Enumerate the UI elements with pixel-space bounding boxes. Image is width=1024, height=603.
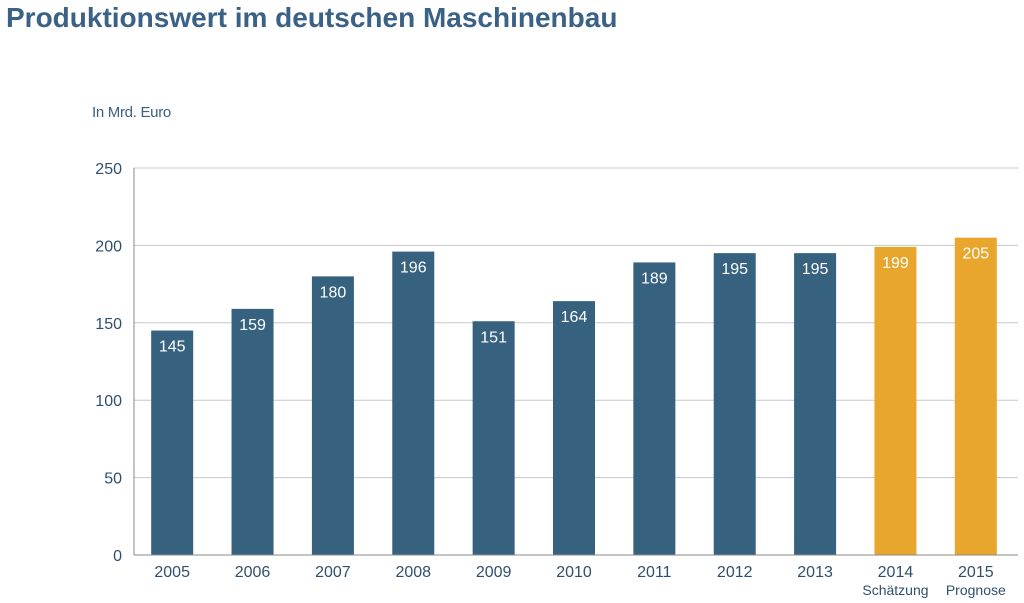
- data-label-2012: 195: [721, 261, 748, 278]
- y-axis-ticks: 0 50 100 150 200 250: [95, 161, 122, 565]
- data-label-2014: 199: [882, 255, 909, 272]
- x-axis-labels: 2005 2006 2007 2008 2009 2010 2011 2012 2013 2014…: [154, 564, 1006, 598]
- data-label-2010: 164: [561, 309, 588, 326]
- x-sublabel-2014: Schätzung: [862, 582, 928, 598]
- y-tick-label-100: 100: [95, 393, 122, 410]
- data-label-2013: 195: [802, 261, 829, 278]
- bar-2008: [392, 251, 435, 556]
- chart-title: Produktionswert im deutschen Maschinenba…: [6, 2, 618, 33]
- data-label-2009: 151: [480, 329, 507, 346]
- x-tick-label-2009: 2009: [476, 564, 512, 581]
- y-axis-unit-label: In Mrd. Euro: [92, 104, 171, 121]
- bar-2014: [874, 246, 917, 555]
- bar-2010: [553, 301, 595, 555]
- data-label-2005: 145: [159, 339, 186, 356]
- bar-2007: [311, 276, 354, 555]
- x-tick-label-2014: 2014: [878, 564, 914, 581]
- x-tick-label-2008: 2008: [395, 564, 431, 581]
- bar-2012: [713, 253, 756, 555]
- y-tick-label-50: 50: [104, 471, 122, 488]
- data-label-2006: 159: [239, 317, 266, 334]
- bar-2005: [151, 330, 194, 555]
- bars: 145 159 180 196 151 164 189 195 195 199 205: [151, 237, 997, 556]
- data-label-2011: 189: [641, 270, 668, 287]
- data-label-2007: 180: [320, 284, 347, 301]
- bar-2011: [633, 262, 676, 555]
- bar-2006: [231, 308, 274, 555]
- x-tick-label-2007: 2007: [315, 564, 351, 581]
- bar-2013: [794, 253, 837, 555]
- y-tick-label-150: 150: [95, 316, 122, 333]
- y-tick-label-0: 0: [113, 548, 122, 565]
- x-tick-label-2015: 2015: [958, 564, 994, 581]
- y-tick-label-200: 200: [95, 238, 122, 255]
- data-label-2008: 196: [400, 260, 427, 277]
- x-tick-label-2011: 2011: [637, 564, 672, 581]
- x-sublabel-2015: Prognose: [946, 582, 1006, 598]
- x-tick-label-2012: 2012: [717, 564, 753, 581]
- bar-2015: [954, 237, 997, 555]
- x-tick-label-2006: 2006: [235, 564, 271, 581]
- data-label-2015: 205: [962, 246, 989, 263]
- y-tick-label-250: 250: [95, 161, 122, 178]
- x-tick-label-2010: 2010: [556, 564, 592, 581]
- x-tick-label-2013: 2013: [797, 564, 833, 581]
- x-tick-label-2005: 2005: [154, 564, 190, 581]
- bar-2009: [472, 321, 515, 555]
